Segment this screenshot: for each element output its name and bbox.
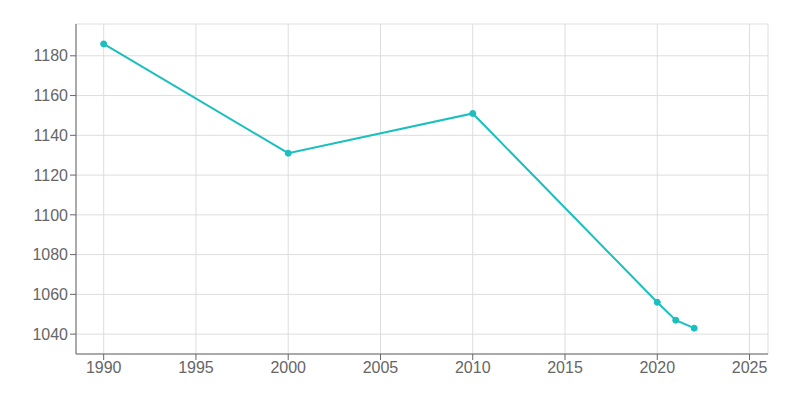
svg-text:2005: 2005 — [363, 359, 399, 376]
svg-text:1060: 1060 — [32, 286, 68, 303]
svg-text:2025: 2025 — [732, 359, 768, 376]
svg-text:1990: 1990 — [86, 359, 122, 376]
svg-text:1100: 1100 — [34, 207, 69, 224]
svg-text:2015: 2015 — [547, 359, 583, 376]
svg-text:1040: 1040 — [32, 326, 68, 343]
svg-text:1080: 1080 — [32, 246, 68, 263]
svg-text:2020: 2020 — [639, 359, 675, 376]
svg-text:2010: 2010 — [455, 359, 491, 376]
svg-text:1140: 1140 — [34, 127, 69, 144]
svg-text:1120: 1120 — [34, 167, 69, 184]
svg-text:1160: 1160 — [34, 87, 69, 104]
svg-text:2000: 2000 — [270, 359, 306, 376]
svg-text:1995: 1995 — [178, 359, 214, 376]
svg-text:1180: 1180 — [34, 47, 69, 64]
